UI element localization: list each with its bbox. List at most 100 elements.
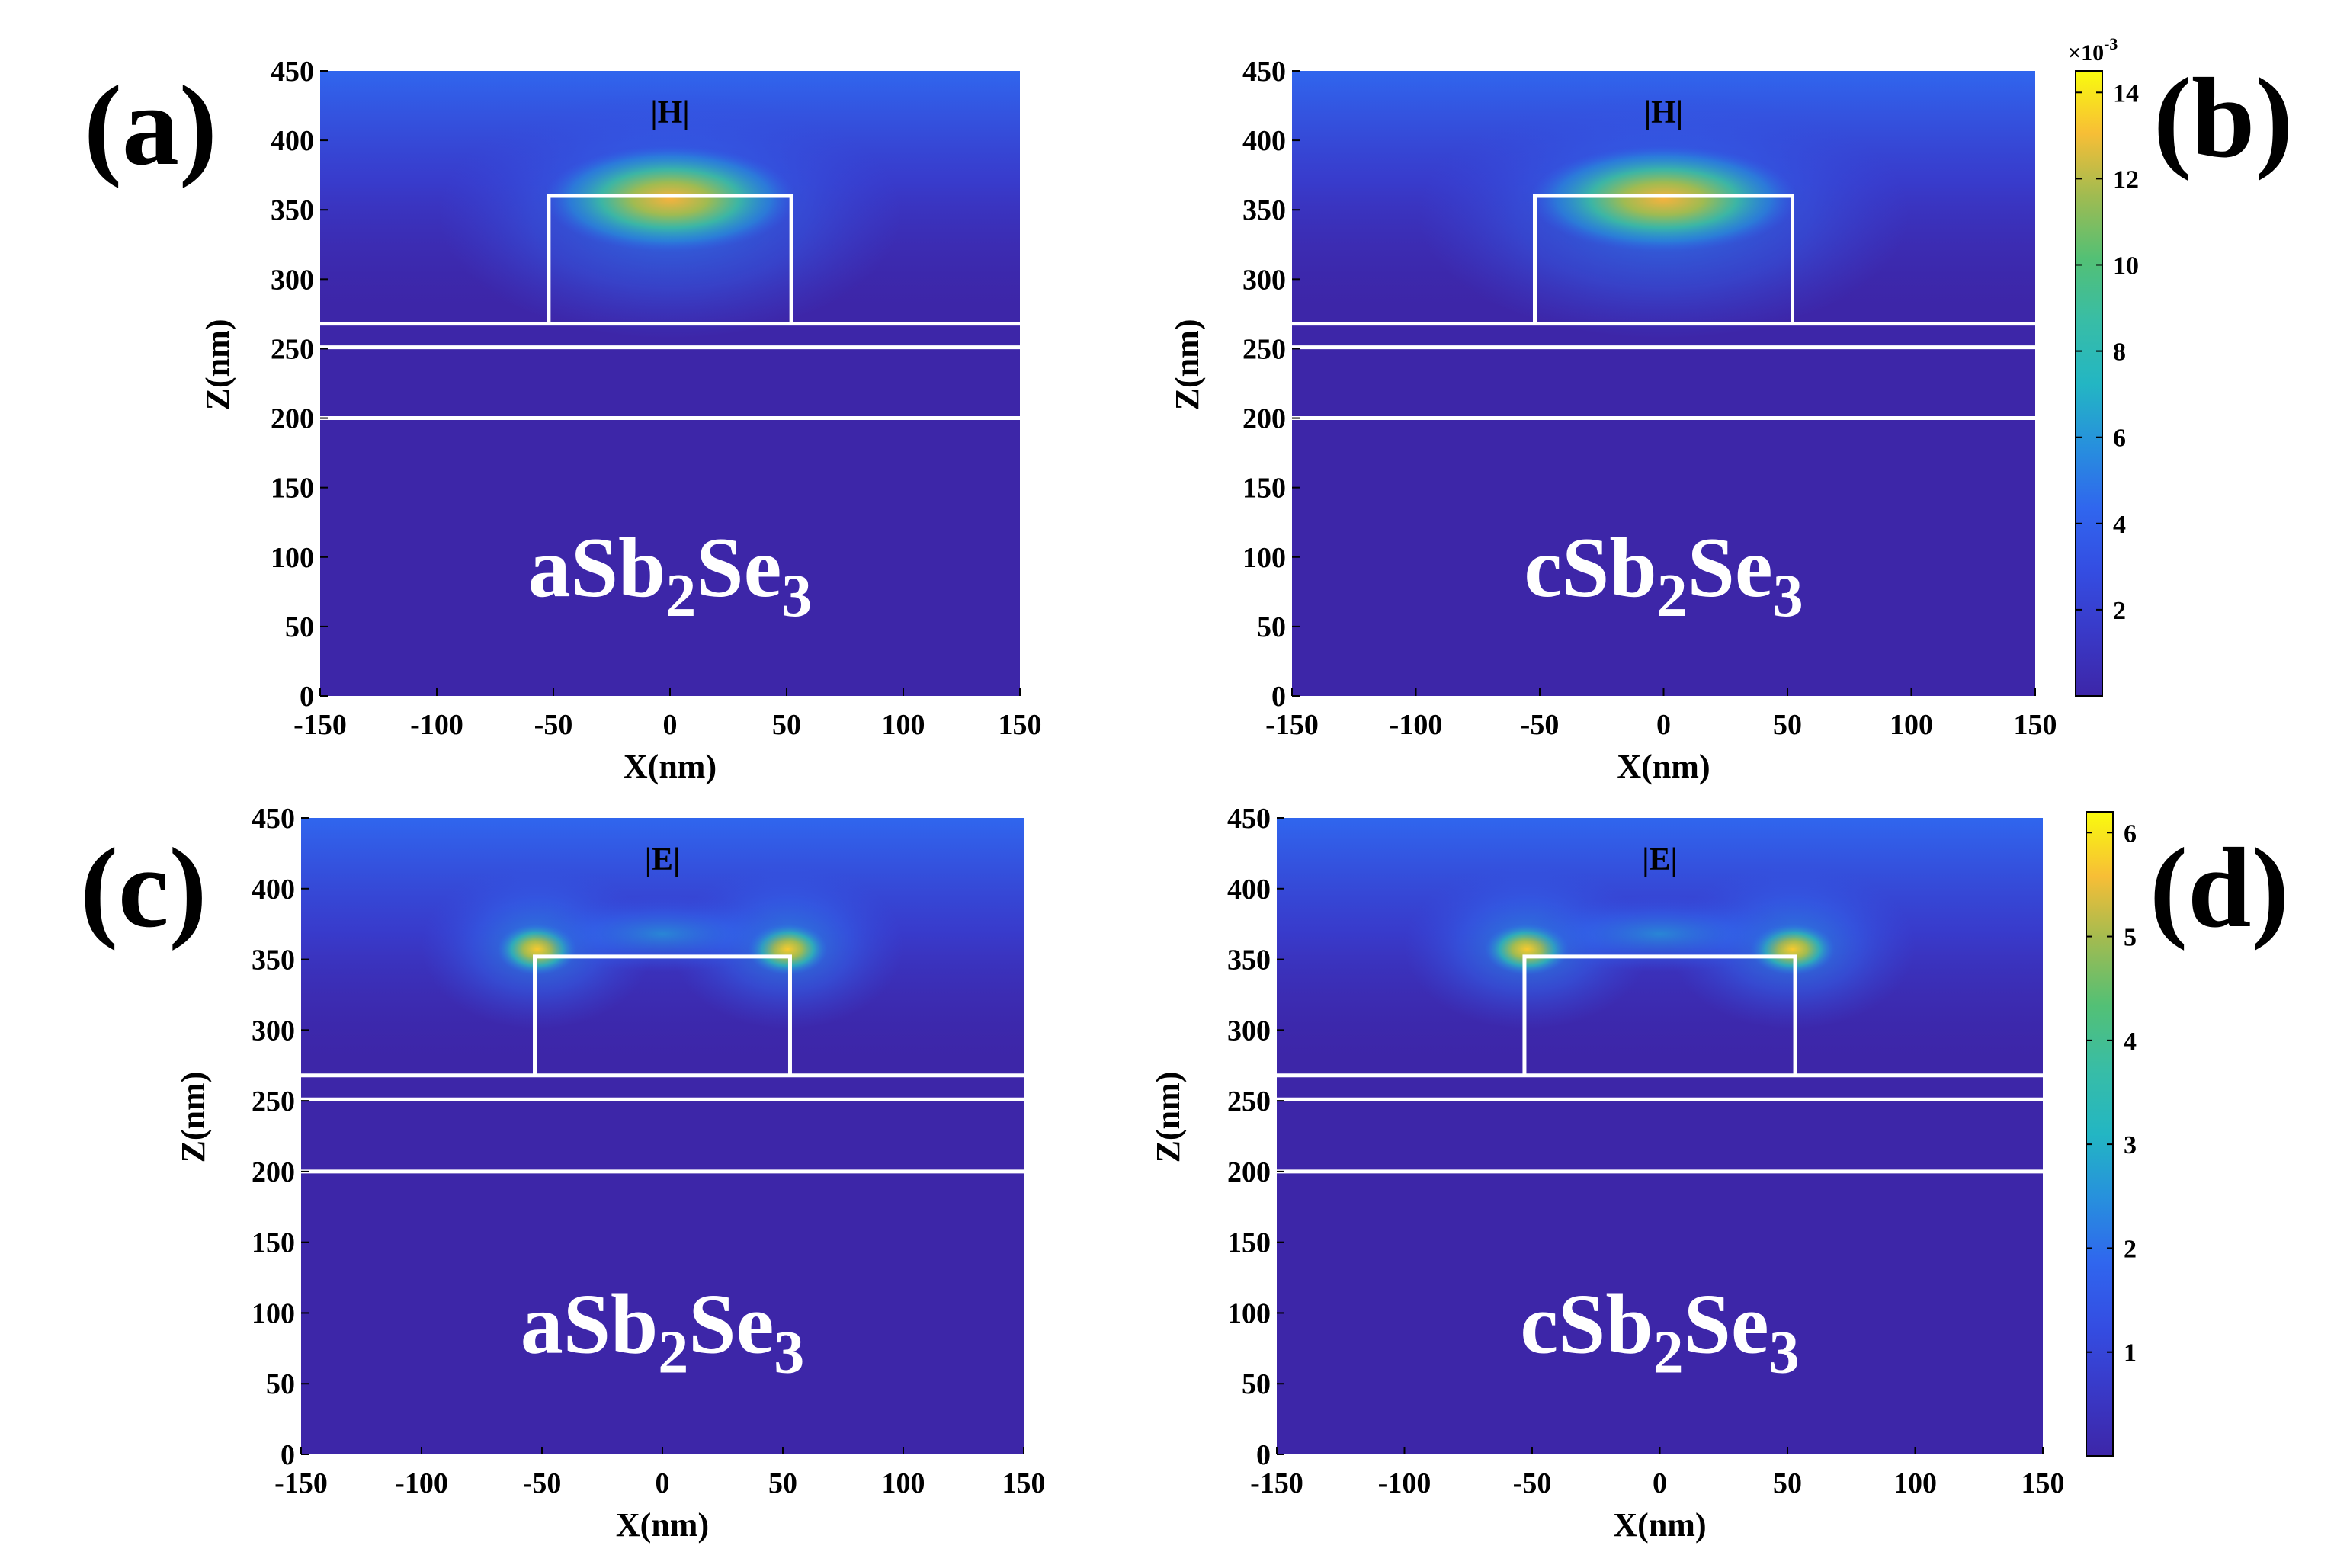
colorbar-tick-label: 5 — [2124, 924, 2137, 952]
panel-letter: (d) — [2150, 825, 2289, 951]
y-tick-label: 150 — [1242, 473, 1286, 505]
heatmap-field — [320, 71, 1020, 696]
y-tick-label: 0 — [300, 681, 314, 713]
colorbar-tick-label: 12 — [2113, 165, 2139, 194]
colorbar-tick-label: 10 — [2113, 252, 2139, 280]
y-tick-label: 200 — [252, 1156, 295, 1188]
heatmap-field — [1292, 71, 2035, 696]
y-tick-label: 450 — [1227, 803, 1271, 835]
y-tick-label: 0 — [1271, 681, 1286, 713]
colorbar-tick-label: 6 — [2113, 425, 2126, 453]
y-tick-label: 50 — [1242, 1368, 1271, 1400]
colorbar-multiplier: ×10-3 — [2068, 34, 2118, 66]
x-tick-label: -50 — [523, 1467, 562, 1499]
x-tick-label: 0 — [1653, 1467, 1667, 1499]
x-tick-label: -150 — [274, 1467, 328, 1499]
x-tick-label: -100 — [1390, 709, 1443, 741]
x-tick-label: 50 — [768, 1467, 797, 1499]
x-tick-label: 100 — [1890, 709, 1933, 741]
y-tick-label: 50 — [266, 1368, 295, 1400]
x-tick-label: -50 — [534, 709, 573, 741]
x-tick-label: 100 — [882, 1467, 925, 1499]
field-title: |H| — [650, 95, 689, 130]
y-tick-label: 350 — [252, 944, 295, 976]
x-tick-label: 150 — [1002, 1467, 1046, 1499]
material-label: cSb2Se3 — [1520, 1277, 1799, 1386]
colorbar-gradient — [2075, 70, 2103, 697]
panel-letter: (b) — [2153, 55, 2293, 181]
ridge-outline — [547, 194, 793, 324]
x-tick-label: 0 — [663, 709, 678, 741]
x-axis-label: X(nm) — [1617, 748, 1710, 785]
colorbar-tick-label: 1 — [2124, 1339, 2137, 1368]
material-label: aSb2Se3 — [521, 1277, 805, 1386]
y-tick-label: 200 — [271, 403, 314, 435]
y-tick-label: 250 — [271, 333, 314, 365]
y-tick-label: 200 — [1227, 1156, 1271, 1188]
y-axis-label: Z(nm) — [175, 1072, 212, 1163]
x-axis-label: X(nm) — [616, 1506, 709, 1544]
colorbar-tick-label: 14 — [2113, 79, 2139, 107]
y-tick-label: 400 — [1227, 874, 1271, 906]
x-tick-label: 0 — [656, 1467, 670, 1499]
x-tick-label: -150 — [1265, 709, 1319, 741]
y-tick-label: 250 — [1242, 333, 1286, 365]
x-axis-label: X(nm) — [1613, 1506, 1706, 1544]
y-tick-label: 200 — [1242, 403, 1286, 435]
x-tick-label: -100 — [410, 709, 463, 741]
panel-letter: (c) — [80, 825, 207, 951]
field-title: |H| — [1644, 95, 1683, 130]
field-title: |E| — [645, 842, 681, 877]
x-tick-label: 150 — [2014, 709, 2057, 741]
y-tick-label: 350 — [271, 194, 314, 226]
colorbar-tick-label: 6 — [2124, 819, 2137, 848]
y-tick-label: 250 — [252, 1085, 295, 1117]
colorbar-e: 6 5 4 3 2 1 — [2086, 811, 2137, 1457]
field-hotspot — [1530, 145, 1797, 252]
y-tick-label: 400 — [271, 125, 314, 157]
material-label: cSb2Se3 — [1524, 521, 1803, 630]
y-tick-label: 100 — [252, 1297, 295, 1329]
x-tick-label: 100 — [882, 709, 925, 741]
panel-b: |H|cSb2Se3050100150200250300350400450-15… — [1169, 55, 2293, 785]
y-tick-label: 300 — [1227, 1015, 1271, 1047]
x-tick-label: 150 — [999, 709, 1042, 741]
y-axis-label: Z(nm) — [1169, 319, 1206, 411]
ridge-outline — [1533, 194, 1794, 324]
y-tick-label: 50 — [1257, 611, 1286, 643]
y-tick-label: 100 — [1227, 1297, 1271, 1329]
y-tick-label: 350 — [1227, 944, 1271, 976]
y-tick-label: 300 — [1242, 264, 1286, 296]
colorbar-tick-label: 4 — [2113, 511, 2126, 539]
x-tick-label: 0 — [1656, 709, 1671, 741]
x-tick-label: 100 — [1893, 1467, 1937, 1499]
y-tick-label: 150 — [1227, 1227, 1271, 1259]
x-tick-label: -150 — [293, 709, 347, 741]
panel-a: |H| aSb2Se3 0 50 100 150 200 250 300 350 400 450 -15… — [84, 56, 1042, 785]
y-tick-label: 50 — [285, 611, 314, 643]
heatmap-field — [1277, 818, 2043, 1454]
y-axis-label: Z(nm) — [199, 319, 236, 411]
colorbar-tick-label: 3 — [2124, 1131, 2137, 1159]
field-title: |E| — [1642, 842, 1678, 877]
y-tick-label: 400 — [252, 874, 295, 906]
x-tick-label: -50 — [1513, 1467, 1552, 1499]
y-tick-label: 450 — [271, 56, 314, 88]
y-tick-label: 150 — [271, 473, 314, 505]
y-tick-label: 0 — [1256, 1439, 1271, 1471]
panel-c: |E| aSb2Se3 0 50 100 150 200 250 300 350 400 450 -15… — [80, 803, 1046, 1544]
x-tick-label: -150 — [1250, 1467, 1303, 1499]
colorbar-tick-label: 2 — [2124, 1235, 2137, 1263]
x-axis-label: X(nm) — [624, 748, 717, 785]
ridge-outline — [533, 954, 792, 1076]
colorbar-h: 14 12 10 8 6 4 2 ×10-3 — [2068, 34, 2139, 697]
colorbar-tick-label: 2 — [2113, 597, 2126, 625]
panel-letter: (a) — [84, 63, 217, 189]
panel-d: |E|cSb2Se3050100150200250300350400450-15… — [1149, 803, 2289, 1544]
y-tick-label: 450 — [1242, 56, 1286, 88]
y-tick-label: 300 — [252, 1015, 295, 1047]
colorbar-gradient — [2086, 811, 2114, 1457]
y-tick-label: 350 — [1242, 194, 1286, 226]
y-tick-label: 150 — [252, 1227, 295, 1259]
